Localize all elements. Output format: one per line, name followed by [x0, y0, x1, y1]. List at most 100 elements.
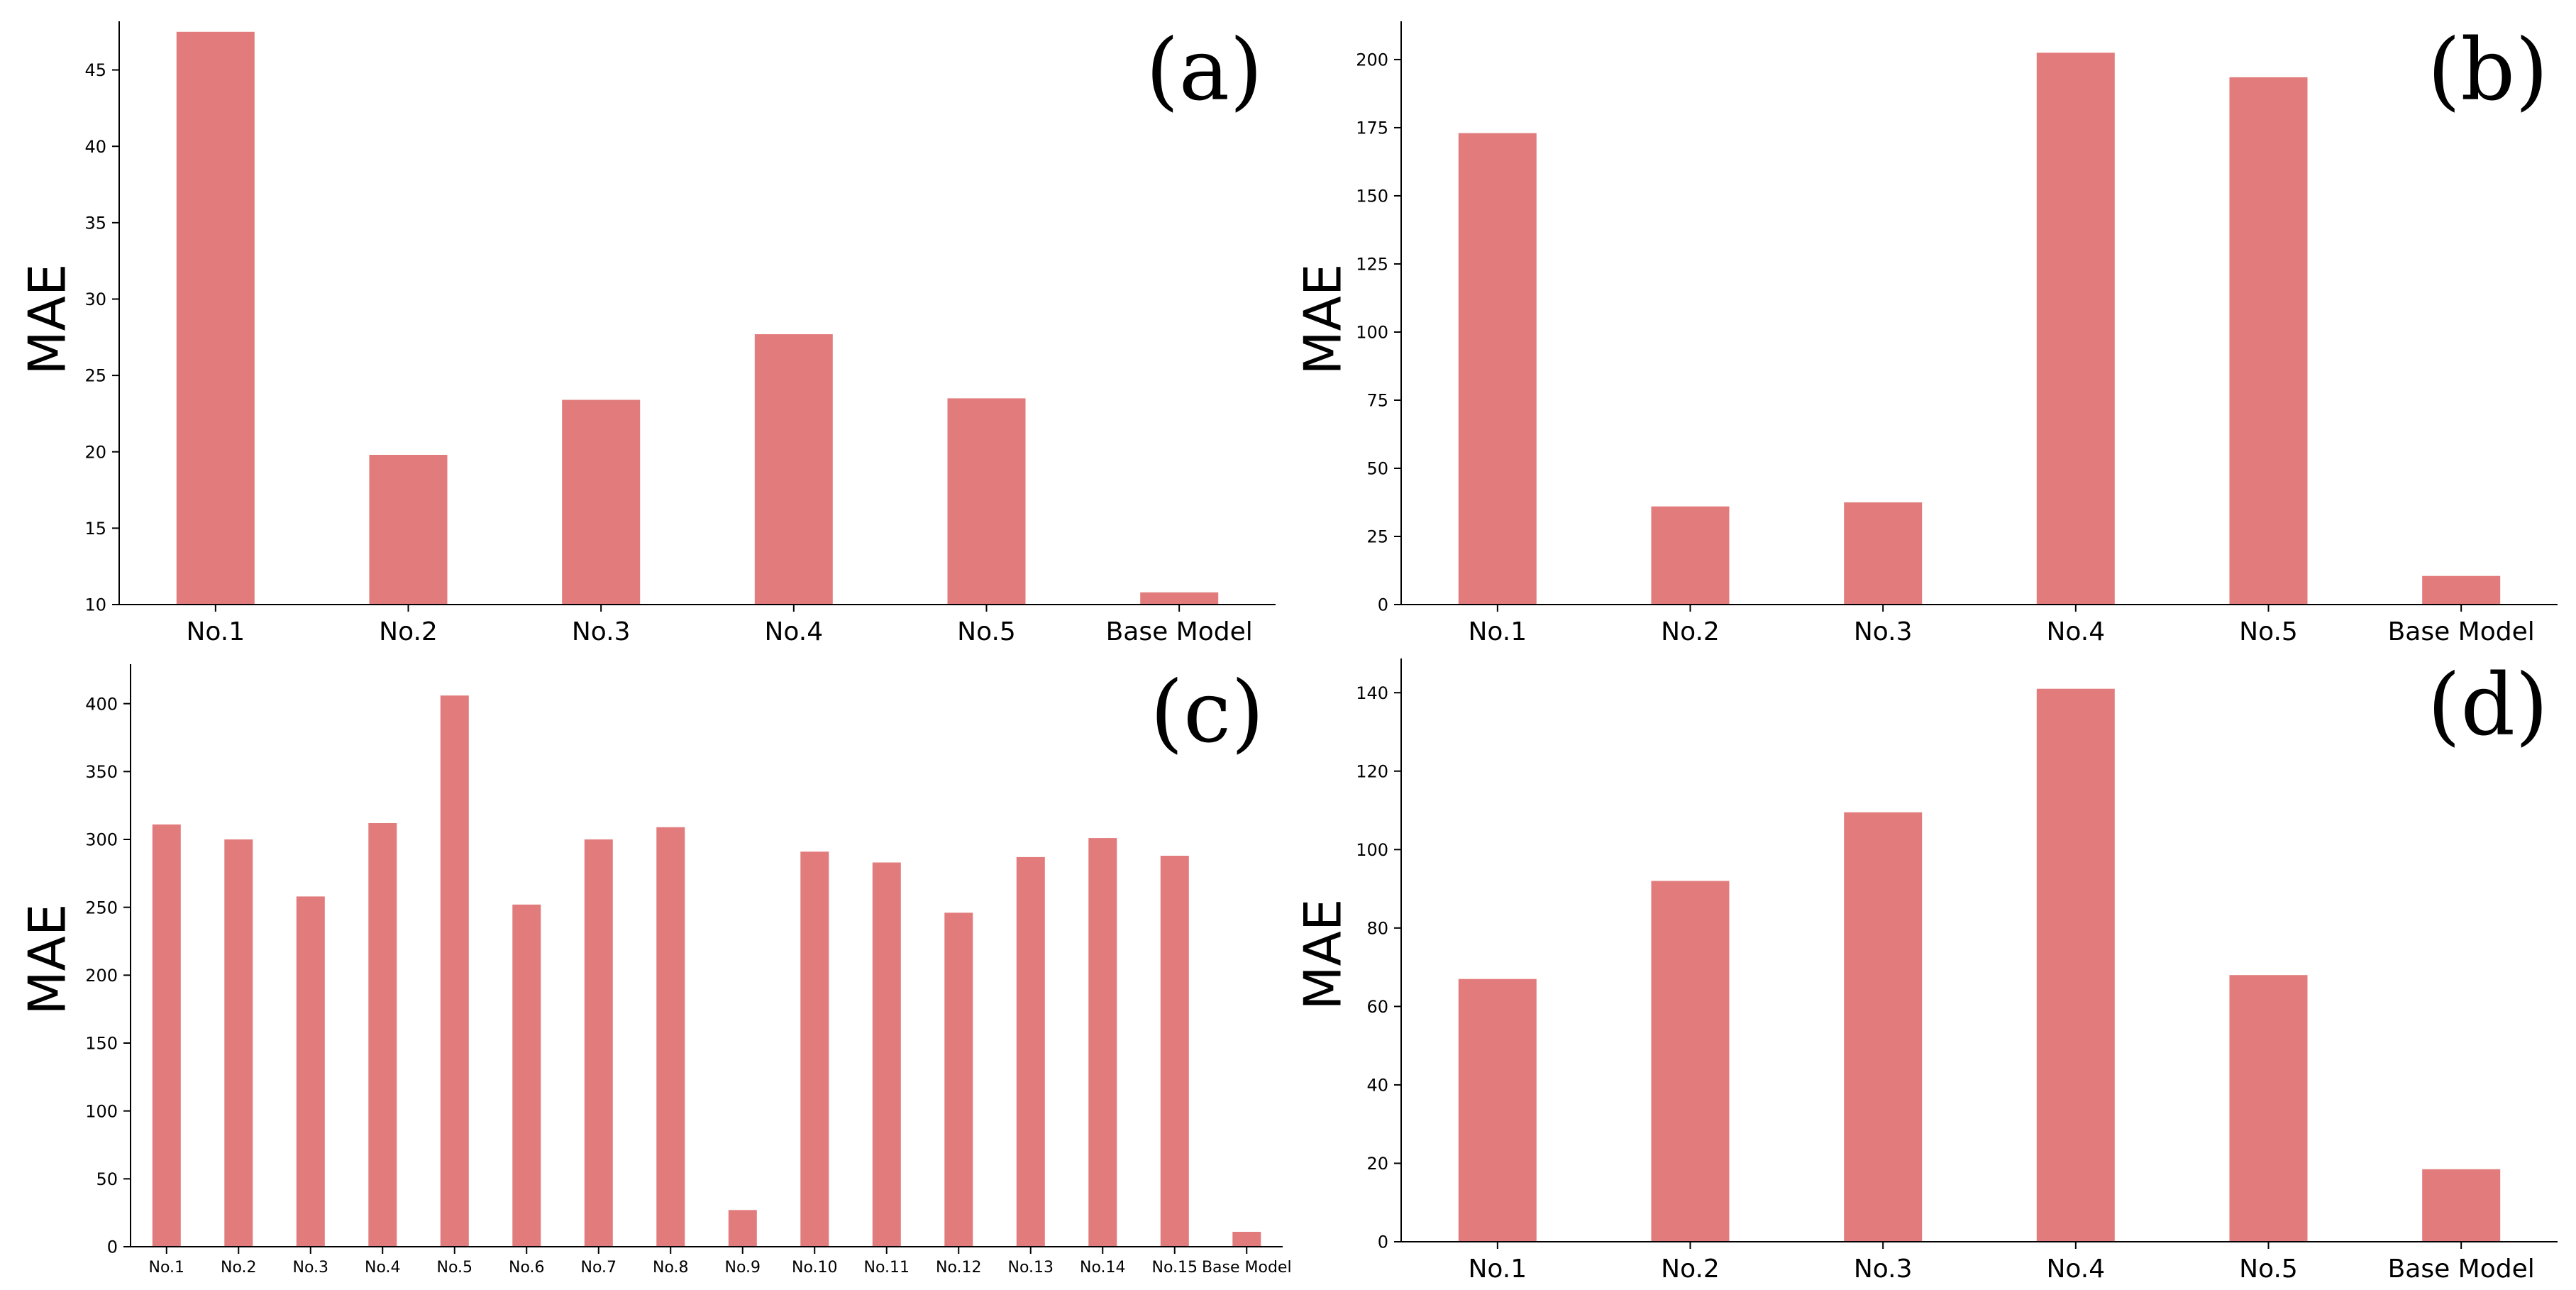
x-tick-label: Base Model [1106, 617, 1253, 646]
bar-no-5 [2229, 975, 2308, 1242]
y-tick-label: 300 [85, 830, 118, 850]
y-tick-label: 125 [1356, 255, 1388, 275]
y-tick-label: 150 [85, 1034, 118, 1054]
y-tick-label: 15 [84, 519, 106, 539]
y-tick-label: 100 [1356, 323, 1388, 343]
y-tick-label: 45 [84, 60, 106, 80]
panel-tag: (d) [2428, 656, 2548, 755]
y-tick-label: 350 [85, 762, 118, 782]
x-tick-label: No.4 [2046, 1255, 2105, 1284]
chart-panel-c: 0 50 100 150 200 250 300 350 400 No.1 No.2 No.3 No.4… [18, 663, 1292, 1277]
bar-no-8 [656, 827, 685, 1247]
bar-no-1 [152, 824, 181, 1247]
bar-no-4 [754, 334, 833, 605]
bar-no-5 [947, 398, 1026, 605]
y-tick-label: 200 [1356, 50, 1388, 70]
bar-no-11 [872, 862, 901, 1247]
y-tick-label: 140 [1356, 683, 1388, 703]
x-tick-label: No.2 [221, 1259, 257, 1277]
x-tick-label: No.7 [580, 1259, 617, 1277]
x-tick-label: No.13 [1007, 1259, 1054, 1277]
y-tick-label: 25 [1366, 527, 1388, 547]
x-tick-label: No.4 [2046, 617, 2105, 646]
x-tick-label: No.15 [1151, 1259, 1198, 1277]
x-tick-label: No.1 [1468, 1255, 1527, 1284]
y-tick-label: 100 [85, 1101, 118, 1121]
x-tick-label: No.6 [509, 1259, 545, 1277]
x-tick-label: No.3 [572, 617, 631, 646]
bar-no-6 [512, 904, 541, 1247]
y-tick-label: 20 [1366, 1154, 1388, 1174]
bar-no-1 [1458, 978, 1537, 1242]
bar-no-13 [1016, 856, 1045, 1247]
y-tick-label: 0 [1378, 595, 1388, 615]
bar-no-14 [1088, 838, 1117, 1247]
x-tick-label: No.1 [186, 617, 245, 646]
bar-base-model [2422, 1169, 2501, 1242]
bar-no-5 [2229, 77, 2308, 605]
bar-no-5 [440, 695, 469, 1247]
y-tick-label: 0 [107, 1237, 118, 1257]
bar-no-3 [1844, 502, 1923, 605]
y-tick-label: 80 [1366, 918, 1388, 938]
y-tick-label: 0 [1378, 1233, 1388, 1252]
bar-no-10 [800, 851, 829, 1247]
x-tick-label: No.5 [957, 617, 1016, 646]
y-tick-label: 250 [85, 898, 118, 917]
x-tick-label: No.4 [764, 617, 823, 646]
y-tick-label: 200 [85, 966, 118, 986]
chart-panel-b: 0 25 50 75 100 125 150 175 200 No.1 No.2 No.3 No.4 No… [1293, 21, 2558, 646]
y-tick-label: 100 [1356, 840, 1388, 860]
bar-no-2 [1651, 506, 1730, 605]
x-tick-label: Base Model [2388, 617, 2535, 646]
panel-tag: (c) [1150, 663, 1264, 762]
x-tick-label: No.5 [2239, 617, 2298, 646]
bar-no-1 [176, 31, 255, 605]
x-tick-label: No.2 [1661, 1255, 1720, 1284]
x-tick-label: No.1 [148, 1259, 184, 1277]
bar-no-9 [728, 1210, 757, 1247]
y-axis-label: MAE [1293, 899, 1353, 1010]
x-tick-label: No.3 [292, 1259, 328, 1277]
x-tick-label: Base Model [1202, 1259, 1292, 1277]
bar-no-2 [369, 455, 448, 605]
x-tick-label: No.12 [936, 1259, 982, 1277]
y-tick-label: 30 [84, 290, 106, 309]
y-tick-label: 60 [1366, 997, 1388, 1017]
y-tick-label: 40 [1366, 1076, 1388, 1096]
x-tick-label: No.14 [1080, 1259, 1126, 1277]
x-tick-label: No.2 [379, 617, 438, 646]
bar-no-3 [562, 399, 641, 605]
x-tick-label: No.10 [792, 1259, 838, 1277]
bar-base-model [2422, 575, 2501, 605]
y-tick-label: 120 [1356, 761, 1388, 781]
y-tick-label: 40 [84, 137, 106, 157]
bar-no-4 [2036, 53, 2115, 605]
bar-no-4 [2036, 688, 2115, 1242]
bar-base-model [1140, 592, 1219, 605]
bar-no-2 [224, 839, 253, 1247]
x-tick-label: No.3 [1854, 617, 1913, 646]
bar-no-4 [368, 823, 397, 1247]
y-tick-label: 10 [84, 595, 106, 615]
chart-panel-d: 0 20 40 60 80 100 120 140 No.1 No.2 No.3 No.4 No.5 Ba… [1293, 656, 2558, 1284]
bar-no-1 [1458, 133, 1537, 605]
y-axis-label: MAE [18, 264, 77, 375]
y-tick-label: 50 [96, 1169, 118, 1189]
panel-tag: (a) [1146, 21, 1263, 120]
chart-panel-a: 10 15 20 25 30 35 40 45 No.1 No.2 No.3 No.4 No.5 Base… [18, 21, 1276, 646]
bar-no-7 [584, 839, 613, 1247]
y-tick-label: 25 [84, 366, 106, 386]
bar-no-2 [1651, 881, 1730, 1242]
x-tick-label: No.9 [724, 1259, 761, 1277]
bar-no-12 [944, 913, 973, 1247]
x-tick-label: No.8 [653, 1259, 689, 1277]
bar-no-3 [296, 896, 325, 1247]
y-tick-label: 400 [85, 694, 118, 714]
y-tick-label: 75 [1366, 391, 1388, 411]
y-tick-label: 150 [1356, 187, 1388, 206]
x-tick-label: No.11 [863, 1259, 910, 1277]
bar-no-3 [1844, 812, 1923, 1242]
